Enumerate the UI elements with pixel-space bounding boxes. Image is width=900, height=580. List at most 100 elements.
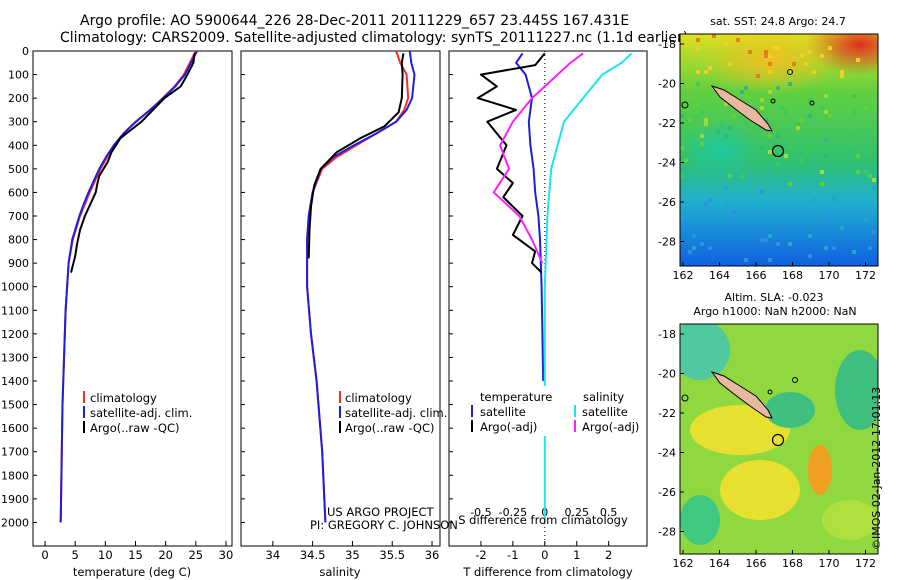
sst-pixel <box>732 210 736 214</box>
map-y-tick-label: -20 <box>658 368 676 381</box>
sst-pixel <box>744 38 748 42</box>
legend-label: satellite-adj. clim. <box>90 406 192 420</box>
sst-pixel <box>724 42 728 46</box>
sst-pixel <box>780 106 784 110</box>
sst-pixel <box>872 230 876 234</box>
sst-pixel <box>776 134 780 138</box>
x-tick-label: -1 <box>507 548 518 562</box>
x-tick-label: 36 <box>425 548 440 562</box>
sla-map <box>680 324 878 554</box>
sst-pixel <box>696 46 700 50</box>
y-tick-label: 300 <box>8 116 29 129</box>
sst-pixel <box>768 258 772 262</box>
x-tick-label: 0 <box>541 548 548 562</box>
sst-pixel <box>864 170 868 174</box>
sst-pixel <box>740 174 744 178</box>
map-x-tick-label: 172 <box>855 269 876 282</box>
sst-pixel <box>756 74 760 78</box>
x-tick-label: 1 <box>573 548 580 562</box>
sst-pixel <box>808 50 812 54</box>
map-x-tick-label: 162 <box>673 269 694 282</box>
sst-pixel <box>760 190 764 194</box>
sst-pixel <box>776 242 780 246</box>
series-line-argo-raw-qc- <box>70 53 196 273</box>
sst-pixel <box>864 218 868 222</box>
sst-pixel <box>868 246 872 250</box>
series-line-t-satellite <box>515 52 545 382</box>
sla-map-title-1: Altim. SLA: -0.023 <box>724 291 823 304</box>
y-tick-label: 1300 <box>1 351 29 364</box>
legend-label: satellite-adj. clim. <box>345 406 447 420</box>
map-x-tick-label: 164 <box>709 557 730 570</box>
temperature-xlabel: temperature (deg C) <box>73 565 191 579</box>
sst-pixel <box>812 70 816 74</box>
legend-group-temperature: temperature <box>480 390 552 404</box>
sst-pixel <box>872 134 876 138</box>
map-x-tick-label: 166 <box>746 557 767 570</box>
sst-pixel <box>856 154 860 158</box>
legend-label: Argo(-adj) <box>582 420 639 434</box>
sst-pixel <box>824 246 828 250</box>
island-new-caledonia <box>710 85 773 132</box>
sst-pixel <box>764 118 768 122</box>
map-x-tick-label: 162 <box>673 557 694 570</box>
sst-pixel <box>832 246 836 250</box>
map-y-tick-label: -22 <box>658 117 676 130</box>
sst-pixel <box>748 50 752 54</box>
y-tick-label: 400 <box>8 139 29 152</box>
sst-pixel <box>864 106 868 110</box>
sst-pixel <box>808 114 812 118</box>
sst-pixel <box>700 134 704 138</box>
y-tick-label: 100 <box>8 69 29 82</box>
sst-pixel <box>720 122 724 126</box>
sst-pixel <box>808 234 812 238</box>
sst-pixel <box>776 46 780 50</box>
sst-pixel <box>760 98 764 102</box>
sst-pixel <box>848 134 852 138</box>
sst-pixel <box>700 110 704 114</box>
sst-pixel <box>696 82 700 86</box>
sst-pixel <box>768 134 772 138</box>
sst-pixel <box>744 86 748 90</box>
sst-pixel <box>724 102 728 106</box>
legend-label: Argo(-adj) <box>480 420 537 434</box>
sst-pixel <box>784 154 788 158</box>
map-y-tick-label: -20 <box>658 78 676 91</box>
map-y-tick-label: -28 <box>658 236 676 249</box>
map-y-tick-label: -24 <box>658 157 676 170</box>
sst-pixel <box>868 150 872 154</box>
sst-pixel <box>760 106 764 110</box>
sst-pixel <box>724 134 728 138</box>
sst-pixel <box>716 130 720 134</box>
sst-map-title: sat. SST: 24.8 Argo: 24.7 <box>710 15 846 28</box>
s-tick-label: 0.25 <box>564 506 589 519</box>
y-tick-label: 600 <box>8 186 29 199</box>
island-new-caledonia-sla <box>710 371 773 419</box>
sst-pixel <box>816 210 820 214</box>
y-tick-label: 1800 <box>1 469 29 482</box>
s-tick-label: 0.5 <box>600 506 618 519</box>
sst-pixel <box>696 38 700 42</box>
sst-pixel <box>856 58 860 62</box>
map-x-tick-label: 170 <box>819 557 840 570</box>
sst-pixel <box>740 90 744 94</box>
y-tick-label: 1000 <box>1 281 29 294</box>
sst-pixel <box>680 214 684 218</box>
sst-pixel <box>764 50 768 54</box>
x-tick-label: 5 <box>72 548 79 562</box>
x-tick-label: 10 <box>98 548 113 562</box>
sst-pixel <box>764 54 768 58</box>
sst-pixel <box>824 154 828 158</box>
y-tick-label: 200 <box>8 92 29 105</box>
temperature-panel <box>32 50 233 547</box>
imos-credit: ©IMOS 02-Jan-2012 17:01:13 <box>870 386 883 550</box>
sst-pixel <box>840 226 844 230</box>
sst-pixel <box>680 206 684 210</box>
series-line-climatology <box>59 50 197 523</box>
sst-pixel <box>684 158 688 162</box>
sst-pixel <box>808 146 812 150</box>
y-tick-label: 700 <box>8 210 29 223</box>
sst-pixel <box>788 146 792 150</box>
difference-legend: temperature salinity satellite Argo(-adj… <box>456 386 645 436</box>
sst-pixel <box>724 206 728 210</box>
